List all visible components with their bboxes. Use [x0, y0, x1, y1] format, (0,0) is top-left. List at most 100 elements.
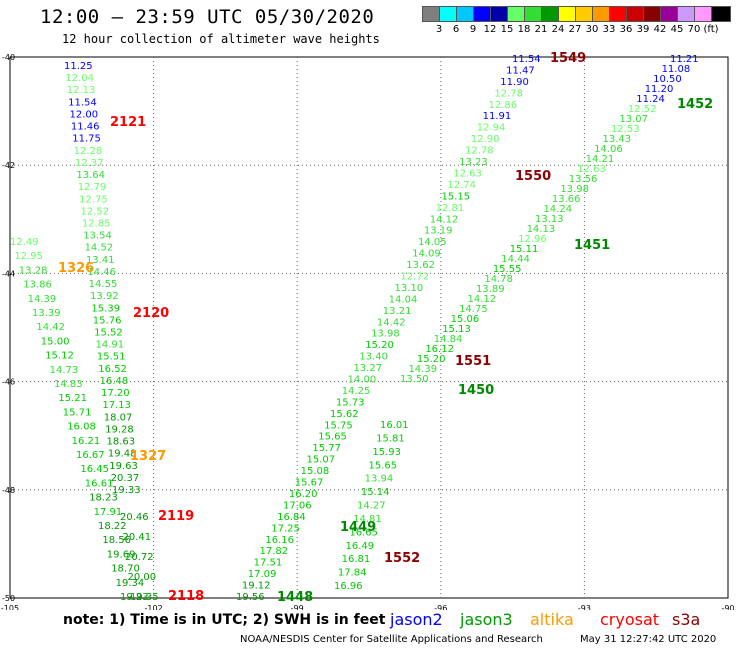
swh-value: 16.45: [80, 464, 109, 475]
lon-label: -90: [721, 604, 734, 610]
swh-value: 13.10: [395, 283, 424, 294]
legend-label: 70: [687, 24, 701, 35]
swh-value: 13.27: [353, 363, 382, 374]
axis-labels: -40 -42 -44 -46 -48 -50-105 -102 -99 -96 -93 -90: [1, 53, 735, 610]
swh-value: 11.54: [68, 97, 97, 108]
swh-value: 16.81: [342, 554, 371, 565]
swh-value: 13.66: [552, 194, 581, 205]
swh-value: 14.27: [357, 501, 386, 512]
swh-value: 15.76: [93, 315, 122, 326]
legend-label: 12: [483, 24, 497, 35]
track-labels: 2121 2120 2119 2118 1326 1327 1549 1550 1551 1552…: [58, 51, 713, 605]
swh-value: 16.21: [72, 436, 101, 447]
lat-label: -50: [2, 594, 15, 603]
map-subtitle: 12 hour collection of altimeter wave hei…: [62, 32, 380, 46]
swh-value: 19.69: [107, 549, 136, 560]
swh-value: 14.00: [348, 375, 377, 386]
swh-value: 19.28: [105, 424, 134, 435]
swh-value: 15.51: [97, 352, 126, 363]
swh-value: 14.46: [87, 267, 116, 278]
swh-value: 14.78: [484, 274, 513, 285]
swh-value: 14.24: [543, 204, 572, 215]
track-id-1450: 1450: [458, 383, 494, 398]
track-id-1327: 1327: [130, 449, 166, 464]
track-id-1448: 1448: [277, 590, 313, 605]
swh-value: 15.14: [361, 487, 390, 498]
swh-value: 13.62: [406, 260, 435, 271]
swh-value: 13.28: [19, 265, 48, 276]
swh-value: 20.41: [123, 532, 152, 543]
swh-value: 13.41: [86, 255, 115, 266]
sat-jason3: jason3: [460, 610, 513, 629]
swh-value: 15.20: [365, 340, 394, 351]
lon-label: -96: [434, 604, 447, 610]
swh-value: 16.20: [289, 489, 318, 500]
swh-value: 13.13: [535, 214, 564, 225]
swh-value: 14.12: [430, 214, 459, 225]
swh-value: 14.39: [28, 294, 57, 305]
swh-value: 18.56: [102, 535, 131, 546]
swh-value: 12.74: [447, 180, 476, 191]
swh-value: 12.00: [69, 109, 98, 120]
swh-value: 15.15: [442, 191, 471, 202]
track-id-1550: 1550: [515, 169, 551, 184]
swh-value: 18.07: [104, 412, 133, 423]
swh-value: 19.35: [130, 592, 159, 603]
swh-value: 19.56: [236, 592, 265, 603]
swh-value: 20.46: [120, 512, 149, 523]
track-id-1552: 1552: [384, 551, 420, 566]
lat-label: -46: [2, 378, 15, 387]
swh-value: 13.94: [365, 474, 394, 485]
swh-value: 17.91: [94, 507, 123, 518]
swh-value: 14.73: [50, 365, 79, 376]
legend-label: 45: [670, 24, 684, 35]
swh-value: 15.81: [376, 433, 405, 444]
swh-value: 16.67: [76, 450, 105, 461]
lat-label: -48: [2, 486, 15, 495]
lat-label: -40: [2, 53, 15, 62]
swh-value: 11.21: [670, 54, 699, 65]
sat-altika: altika: [530, 610, 574, 629]
swh-value: 15.62: [330, 409, 359, 420]
swh-value: 12.13: [67, 85, 96, 96]
swh-value: 15.52: [94, 328, 123, 339]
swh-value: 12.81: [436, 203, 465, 214]
swh-value: 14.39: [408, 364, 437, 375]
swh-value: 15.77: [312, 443, 341, 454]
swh-value: 15.08: [301, 466, 330, 477]
swh-value: 13.54: [83, 231, 112, 242]
swh-value: 14.13: [527, 224, 556, 235]
swh-value: 12.28: [74, 146, 103, 157]
legend-swatch: [711, 6, 731, 22]
swh-value: 17.51: [254, 558, 283, 569]
swh-value: 13.43: [603, 134, 632, 145]
swh-value: 14.52: [85, 243, 114, 254]
swh-value: 12.75: [79, 194, 108, 205]
timestamp: May 31 12:27:42 UTC 2020: [580, 634, 717, 645]
swh-value: 13.19: [424, 226, 453, 237]
swh-value: 14.75: [459, 304, 488, 315]
swh-value: 13.50: [400, 374, 429, 385]
swh-value: 12.04: [65, 73, 94, 84]
swh-value: 15.55: [493, 264, 522, 275]
swh-value: 19.34: [116, 578, 145, 589]
swh-value: 14.55: [89, 279, 118, 290]
track-id-2119: 2119: [158, 509, 194, 524]
legend-label: 15: [500, 24, 514, 35]
track-id-1452: 1452: [677, 97, 713, 112]
swh-value: 14.84: [434, 334, 463, 345]
swh-value: 11.47: [506, 65, 535, 76]
swh-value: 16.65: [349, 527, 378, 538]
track-id-2120: 2120: [133, 306, 169, 321]
legend-label: 30: [585, 24, 599, 35]
track-id-2118: 2118: [168, 589, 204, 604]
swh-value: 12.63: [577, 164, 606, 175]
lat-label: -44: [2, 269, 15, 278]
swh-value: 13.40: [359, 352, 388, 363]
track-id-1326: 1326: [58, 261, 94, 276]
swh-value: 17.09: [248, 569, 277, 580]
swh-value: 15.06: [451, 314, 480, 325]
swh-value: 14.91: [96, 340, 125, 351]
swh-value: 12.85: [82, 218, 111, 229]
swh-value: 11.25: [64, 61, 93, 72]
